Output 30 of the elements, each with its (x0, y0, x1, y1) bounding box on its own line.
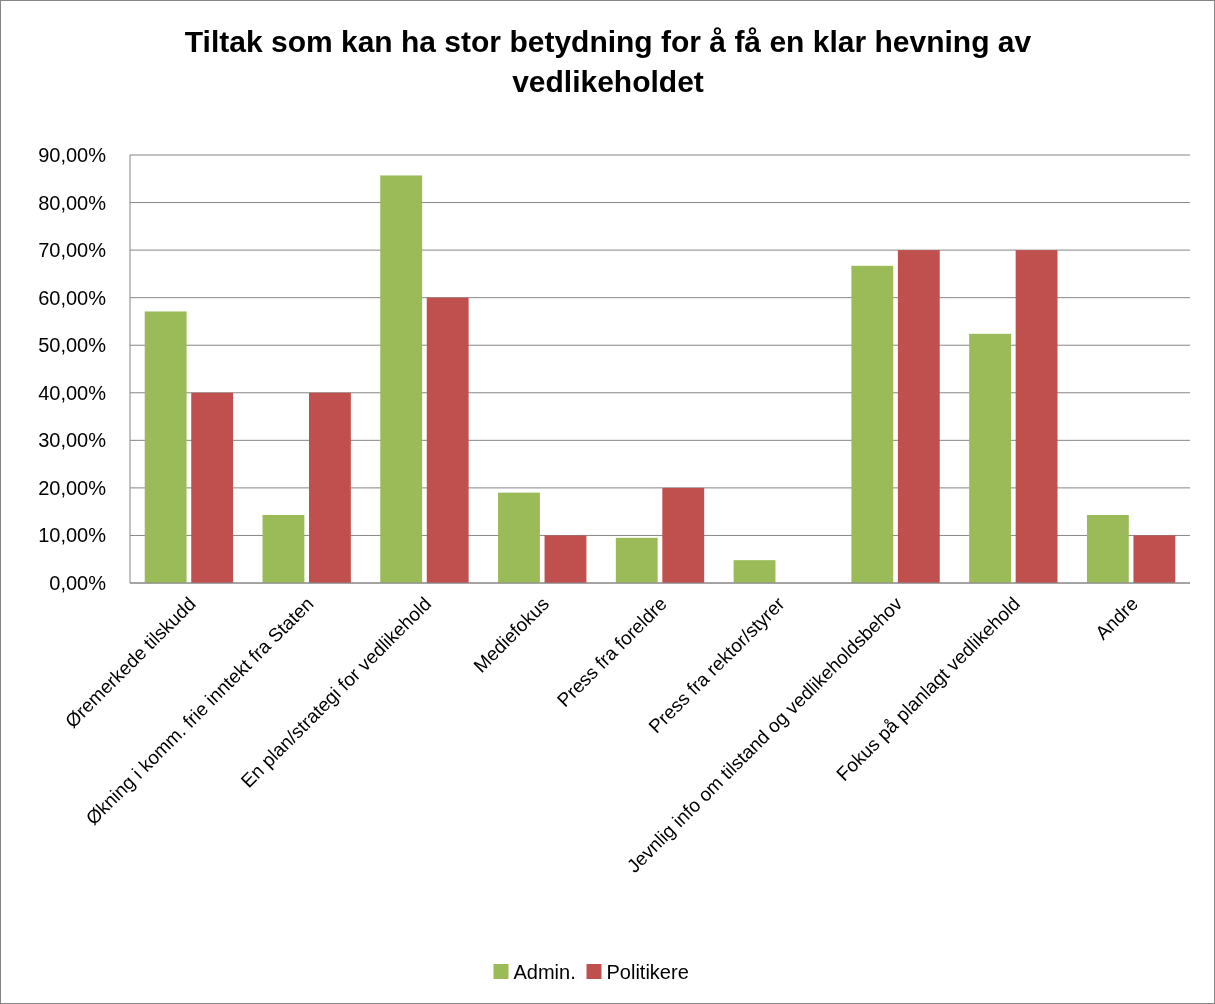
bar (308, 392, 351, 583)
bar (191, 392, 234, 583)
legend-label: Admin. (513, 961, 576, 983)
bar (615, 537, 658, 583)
bar (969, 333, 1012, 583)
bar (1133, 535, 1176, 583)
y-tick-label: 0,00% (49, 572, 107, 594)
y-tick-label: 10,00% (38, 524, 107, 547)
legend-label: Politikere (606, 961, 689, 983)
y-tick-label: 40,00% (38, 381, 107, 404)
y-tick-label: 90,00% (38, 144, 107, 166)
bar (380, 175, 423, 583)
y-tick-label: 80,00% (38, 191, 107, 214)
bar (733, 560, 776, 583)
y-tick-label: 30,00% (38, 429, 107, 452)
bar (897, 250, 940, 583)
y-tick-label: 50,00% (38, 334, 107, 357)
bar (851, 265, 894, 583)
bar (498, 492, 540, 583)
bar (1086, 515, 1129, 583)
bar (1015, 250, 1058, 583)
chart-title: Tiltak som kan ha stor betydning for å få en klar hevning av vedlikeholdet (184, 25, 1032, 98)
bar (544, 535, 587, 583)
bar (426, 297, 469, 583)
y-tick-label: 20,00% (38, 476, 107, 499)
y-tick-label: 70,00% (38, 239, 107, 262)
bar (662, 487, 705, 583)
y-tick-label: 60,00% (38, 286, 107, 309)
bar (144, 311, 187, 583)
bar (262, 515, 305, 583)
